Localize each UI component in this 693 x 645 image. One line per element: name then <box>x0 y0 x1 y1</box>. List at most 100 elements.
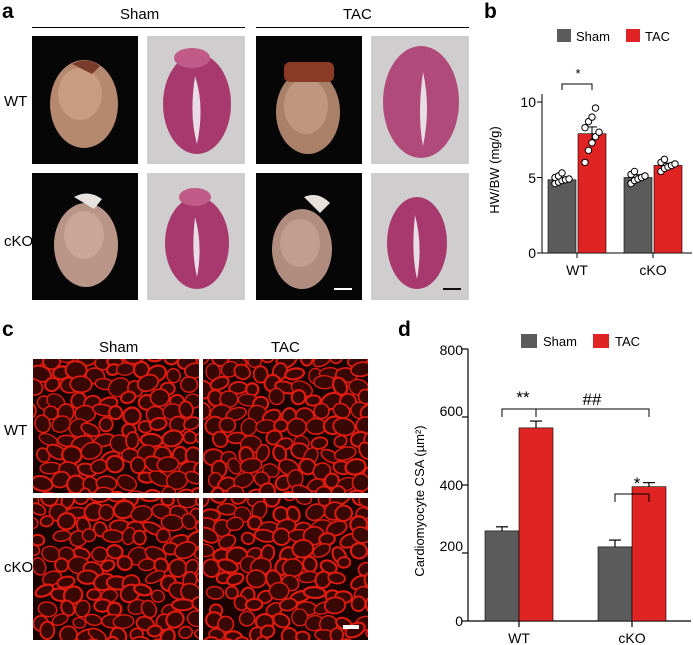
myocyte-outline <box>98 416 114 433</box>
chart-d-xtick-wt: WT <box>508 630 530 645</box>
chart-d-bar <box>631 486 667 622</box>
panel-a-row-wt: WT <box>4 93 28 110</box>
myocyte-outline <box>142 488 164 493</box>
panel-c-row-cko: cKO <box>4 559 34 576</box>
chart-b-ytick-0: 0 <box>528 245 536 261</box>
chart-d-ytick-800: 800 <box>440 342 464 358</box>
myocyte-outline <box>106 490 125 493</box>
legend-b-tac: TAC <box>645 29 670 44</box>
myocyte-outline <box>194 431 199 448</box>
myocyte-outline <box>363 431 368 449</box>
myocyte-outline <box>176 488 198 493</box>
chart-d-sig-between: ## <box>583 390 602 409</box>
chart-b-point <box>588 113 596 121</box>
myocyte-outline <box>155 528 171 544</box>
myocyte-outline <box>295 498 313 505</box>
myocyte-outline <box>193 546 199 560</box>
chart-b-point <box>588 139 596 147</box>
myocyte-outline <box>177 498 199 509</box>
myocyte-outline <box>310 436 329 450</box>
fluor-image-wt-tac <box>203 359 368 493</box>
myocyte-outline <box>33 557 47 576</box>
myocyte-outline <box>36 491 60 493</box>
myocyte-outline <box>133 583 153 597</box>
myocyte-outline <box>272 527 291 546</box>
myocyte-outline <box>327 359 344 365</box>
myocyte-outline <box>33 378 44 396</box>
myocyte-outline <box>74 599 91 618</box>
myocyte-outline <box>37 601 58 618</box>
myocyte-outline <box>203 359 210 365</box>
myocyte-outline <box>203 526 219 544</box>
myocyte-outline <box>284 367 306 381</box>
myocyte-outline <box>233 636 251 640</box>
chart-b-ytick-10: 10 <box>520 94 536 110</box>
myocyte-outline <box>268 581 290 601</box>
myocyte-outline <box>103 635 120 640</box>
myocyte-outline <box>170 598 195 612</box>
myocyte-outline <box>100 559 116 573</box>
myocyte-outline <box>193 628 199 640</box>
myocyte-outline <box>186 610 199 628</box>
myocyte-outline <box>33 502 47 516</box>
myocyte-outline <box>149 388 170 408</box>
chart-d: Sham TAC Cardiomyocyte CSA (µm²) 0 200 4… <box>412 334 691 645</box>
myocyte-outline <box>184 470 199 485</box>
chart-b-point <box>591 104 600 112</box>
panel-a-row-cko: cKO <box>4 233 34 250</box>
myocyte-outline <box>33 544 41 557</box>
myocyte-outline <box>61 445 83 465</box>
myocyte-outline <box>233 363 251 381</box>
myocyte-outline <box>72 498 90 506</box>
myocyte-outline <box>184 362 199 379</box>
myocyte-outline <box>263 498 281 508</box>
myocyte-outline <box>209 375 230 391</box>
myocyte-outline <box>299 359 314 367</box>
myocyte-outline <box>33 516 39 530</box>
chart-d-plot <box>462 348 691 627</box>
myocyte-outline <box>239 457 263 474</box>
myocyte-outline <box>166 367 181 384</box>
myocyte-outline <box>333 434 348 448</box>
myocyte-outline <box>161 429 184 448</box>
myocyte-outline <box>115 362 135 376</box>
myocyte-outline <box>51 613 69 626</box>
chart-b-point <box>558 169 566 177</box>
chart-d-ytick-200: 200 <box>440 538 464 554</box>
myocyte-outline <box>291 484 314 493</box>
panel-c-label: c <box>2 318 14 341</box>
myocyte-outline <box>125 490 148 493</box>
myocyte-outline <box>130 456 146 475</box>
myocyte-outline <box>291 608 309 627</box>
myocyte-outline <box>72 616 87 629</box>
myocyte-outline <box>80 441 103 461</box>
chart-b-point <box>595 128 603 136</box>
panel-a-label: a <box>2 0 14 23</box>
panel-c-row-wt: WT <box>4 422 28 439</box>
myocyte-outline <box>327 571 346 585</box>
chart-b-point <box>671 160 679 168</box>
myocyte-outline <box>225 516 245 532</box>
chart-b-bar <box>577 133 607 254</box>
chart-d-sig-cko: * <box>634 474 641 493</box>
myocyte-outline <box>122 406 142 426</box>
myocyte-outline <box>106 544 124 560</box>
myocyte-outline <box>203 498 210 509</box>
myocyte-outline <box>226 485 245 493</box>
myocyte-outline <box>130 636 153 640</box>
myocyte-outline <box>220 638 237 640</box>
myocyte-outline <box>211 430 229 448</box>
legend-d-sham: Sham <box>543 334 577 349</box>
myocyte-outline <box>94 486 116 493</box>
myocyte-outline <box>69 375 93 394</box>
panel-a-sham-underline <box>32 27 245 28</box>
myocyte-outline <box>178 400 194 419</box>
fluor-image-cko-tac <box>203 498 368 640</box>
myocyte-outline <box>323 596 347 615</box>
panel-a-col-tac: TAC <box>343 6 372 23</box>
myocyte-outline <box>268 387 285 406</box>
he-section-cko-sham <box>147 173 245 300</box>
myocyte-outline <box>51 415 71 433</box>
myocyte-outline <box>179 376 199 393</box>
myocyte-outline <box>357 388 368 405</box>
